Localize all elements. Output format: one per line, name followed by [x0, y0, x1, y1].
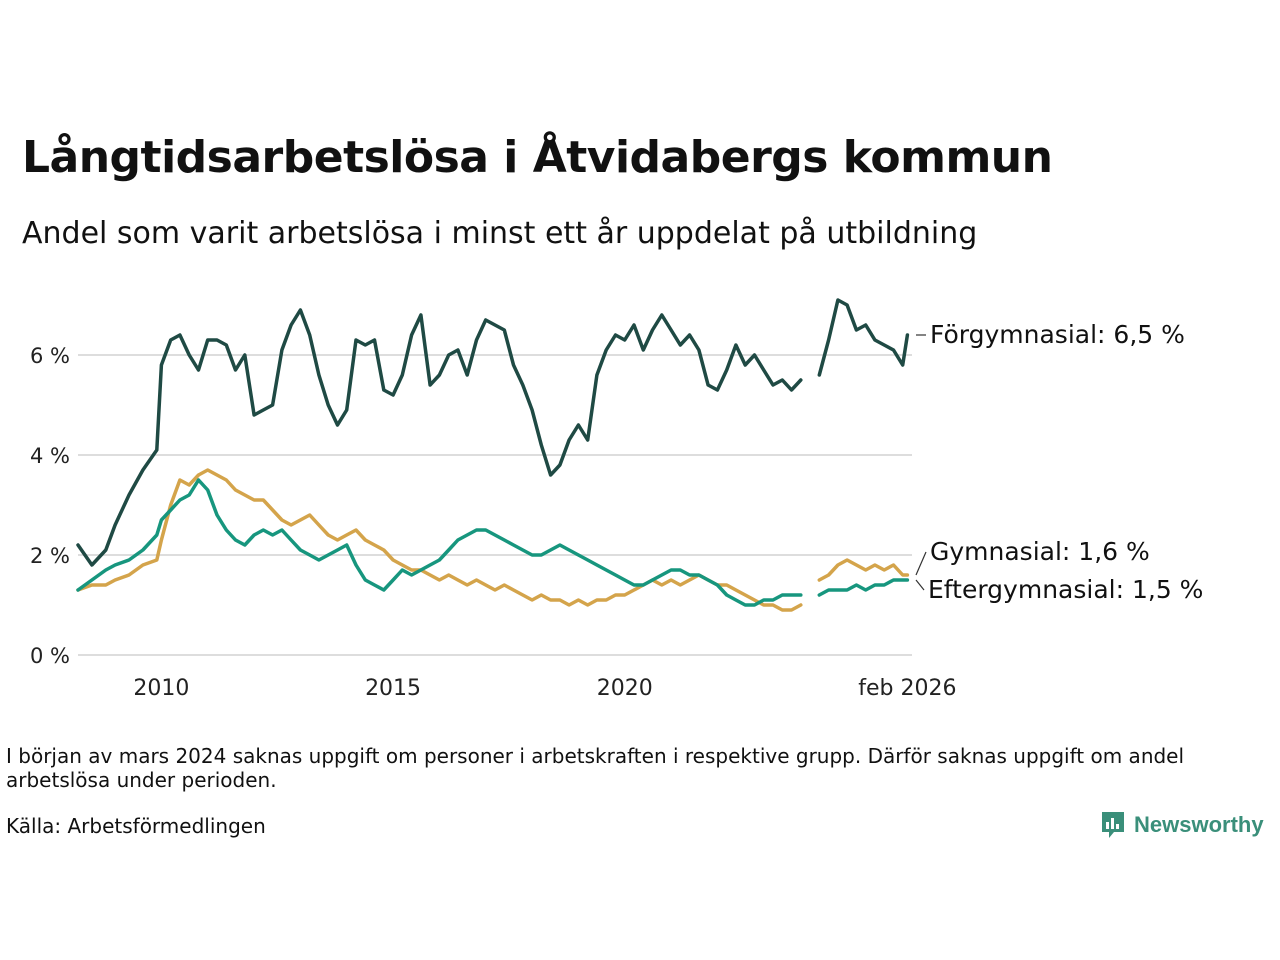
newsworthy-logo-icon: [1102, 812, 1124, 838]
x-tick-label: 2010: [133, 676, 189, 701]
y-tick-label: 6 %: [30, 344, 70, 368]
y-tick-label: 2 %: [30, 544, 70, 568]
label-leader: [915, 551, 927, 576]
x-tick-label: 2015: [365, 676, 421, 701]
y-tick-label: 0 %: [30, 644, 70, 668]
label-leader: [915, 579, 925, 591]
series-line-förgymnasial: [817, 298, 910, 377]
x-axis: 2010 2015 2020 feb 2026: [133, 676, 956, 701]
chart-note: I början av mars 2024 saknas uppgift om …: [6, 744, 1185, 792]
newsworthy-logo[interactable]: Newsworthy: [1100, 810, 1264, 840]
chart-title: Långtidsarbetslösa i Åtvidabergs kommun: [22, 132, 1053, 183]
series-end-label: Gymnasial: 1,6 %: [930, 537, 1150, 566]
series-line-gymnasial: [817, 558, 910, 582]
x-tick-label: 2020: [597, 676, 653, 701]
x-tick-label: feb 2026: [858, 676, 956, 701]
y-axis: 0 % 2 % 4 % 6 %: [30, 344, 70, 668]
series-line-förgymnasial: [76, 308, 803, 567]
line-chart: 0 % 2 % 4 % 6 % 2010 2015 2020 feb 2026 Förgym…: [30, 298, 1203, 701]
chart-subtitle: Andel som varit arbetslösa i minst ett å…: [22, 216, 978, 251]
logo-text: Newsworthy: [1134, 812, 1264, 837]
series-line-eftergymnasial: [817, 578, 910, 597]
series-labels: Förgymnasial: 6,5 % Gymnasial: 1,6 % Efter…: [915, 320, 1203, 604]
series-end-label: Eftergymnasial: 1,5 %: [928, 575, 1203, 604]
gridlines: [78, 354, 912, 656]
chart-source: Källa: Arbetsförmedlingen: [6, 814, 266, 838]
y-tick-label: 4 %: [30, 444, 70, 468]
series-line-eftergymnasial: [76, 478, 803, 607]
series-line-gymnasial: [76, 468, 803, 612]
series-end-label: Förgymnasial: 6,5 %: [930, 320, 1185, 349]
series-lines: [76, 298, 910, 612]
